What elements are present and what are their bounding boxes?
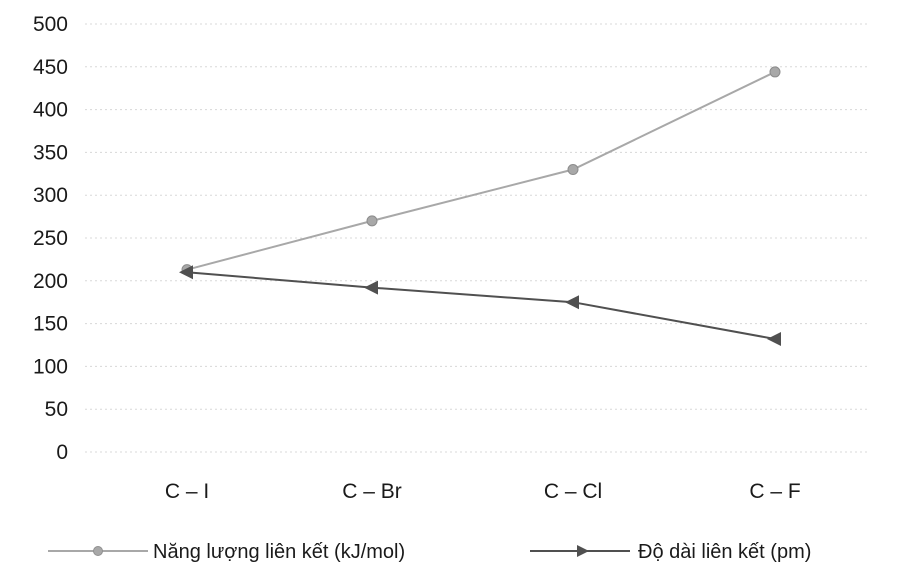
series-line: [186, 71, 776, 271]
legend-marker-length: [577, 545, 589, 557]
y-axis-ticks: 0 50 100 150 200 250 300 350 400 450 500: [33, 13, 68, 464]
data-point: [567, 164, 579, 176]
legend-item-length: Độ dài liên kết (pm): [530, 541, 811, 563]
data-point: [364, 280, 378, 295]
x-axis-ticks: C – I C – Br C – Cl C – F: [165, 480, 801, 503]
y-tick-label: 200: [33, 270, 68, 293]
legend-item-energy: Năng lượng liên kết (kJ/mol): [48, 541, 405, 563]
y-tick-label: 50: [45, 398, 68, 421]
data-point: [366, 215, 378, 227]
data-point: [565, 295, 579, 310]
y-tick-label: 350: [33, 141, 68, 164]
legend-marker-energy: [93, 546, 103, 556]
y-tick-label: 0: [56, 441, 68, 464]
x-tick-label: C – F: [749, 480, 800, 503]
series-group: [179, 66, 781, 347]
y-tick-label: 250: [33, 227, 68, 250]
data-point: [767, 332, 781, 347]
series-line: [186, 271, 776, 340]
data-point: [769, 66, 781, 78]
series-1: [179, 265, 781, 347]
y-tick-label: 300: [33, 184, 68, 207]
y-tick-label: 400: [33, 99, 68, 122]
y-tick-label: 500: [33, 13, 68, 36]
x-tick-label: C – Br: [342, 480, 402, 503]
y-tick-label: 450: [33, 56, 68, 79]
legend-label-energy: Năng lượng liên kết (kJ/mol): [153, 541, 405, 563]
x-tick-label: C – I: [165, 480, 209, 503]
legend-label-length: Độ dài liên kết (pm): [638, 541, 811, 563]
x-tick-label: C – Cl: [544, 480, 602, 503]
series-0: [181, 66, 781, 276]
legend: Năng lượng liên kết (kJ/mol) Độ dài liên…: [48, 541, 811, 563]
y-tick-label: 100: [33, 355, 68, 378]
y-tick-label: 150: [33, 313, 68, 336]
gridlines: [85, 23, 870, 453]
data-point: [179, 265, 193, 280]
